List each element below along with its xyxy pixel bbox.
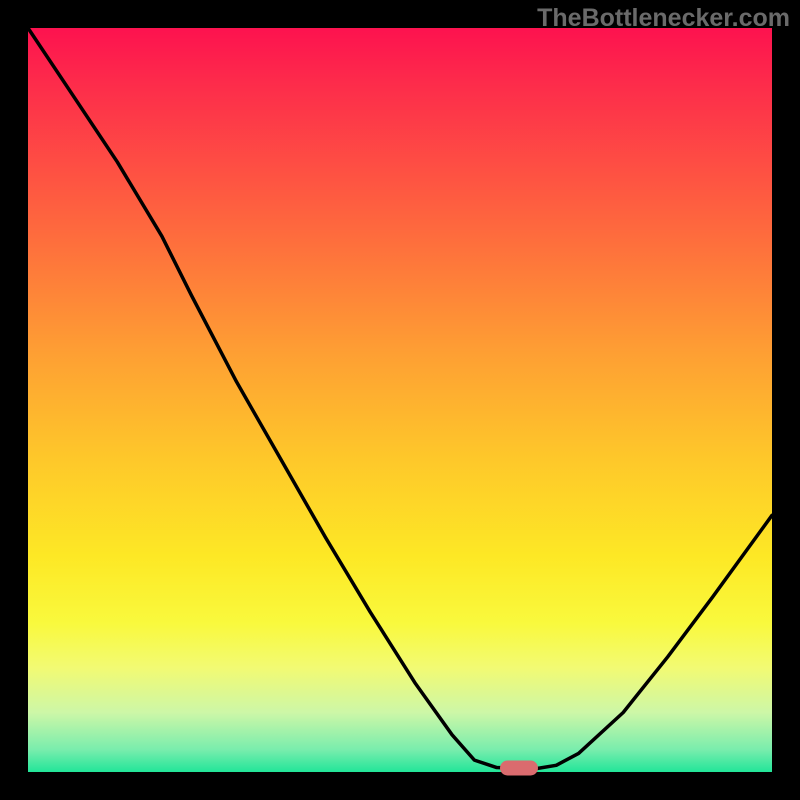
bottleneck-curve <box>0 0 800 800</box>
watermark-text: TheBottlenecker.com <box>537 4 790 33</box>
chart-canvas: TheBottlenecker.com <box>0 0 800 800</box>
optimal-marker <box>500 760 538 775</box>
curve-path <box>28 28 772 769</box>
